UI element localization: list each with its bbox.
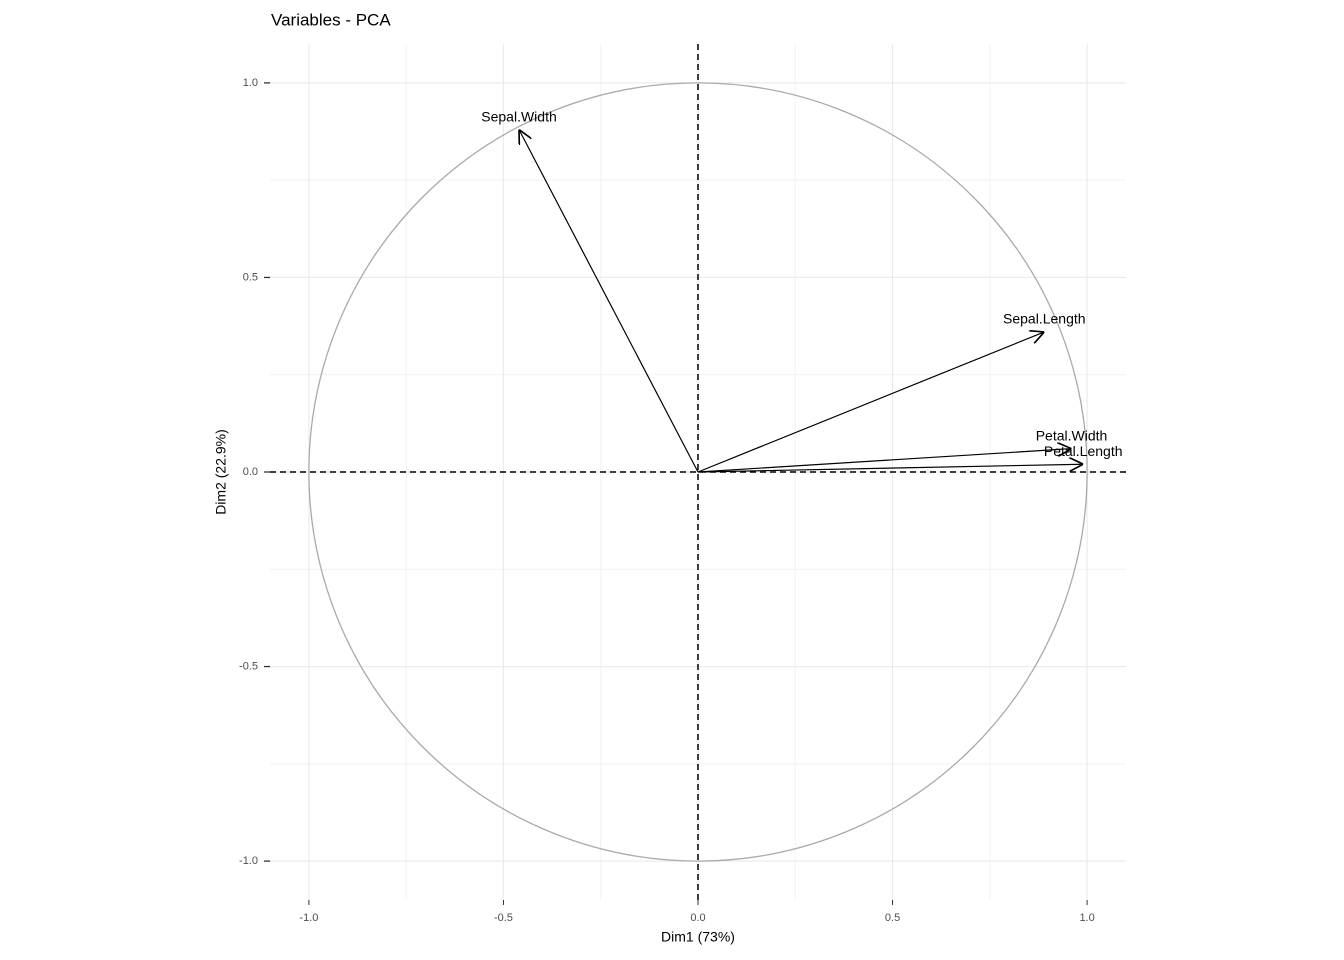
y-tick-label: -0.5 [239, 660, 258, 672]
y-tick-label: -1.0 [239, 855, 258, 867]
y-axis-label: Dim2 (22.9%) [213, 429, 229, 515]
correlation-circle [308, 82, 1088, 862]
x-axis-label: Dim1 (73%) [661, 929, 735, 945]
variable-label: Sepal.Width [481, 108, 556, 124]
x-tick-label: 0.5 [885, 912, 900, 924]
x-tick-label: -1.0 [299, 912, 318, 924]
variable-arrow [519, 130, 699, 473]
y-tick-label: 0.0 [243, 466, 258, 478]
x-tick-label: 1.0 [1079, 912, 1094, 924]
y-tick-label: 1.0 [243, 77, 258, 89]
x-tick-label: -0.5 [494, 912, 513, 924]
variable-arrow [697, 332, 1044, 473]
variable-label: Petal.Width [1036, 427, 1108, 443]
variable-arrow [697, 449, 1072, 473]
x-tick-label: 0.0 [690, 912, 705, 924]
variable-label: Petal.Length [1044, 443, 1123, 459]
y-tick-label: 0.5 [243, 271, 258, 283]
chart-title: Variables - PCA [271, 10, 391, 29]
variable-arrow [697, 464, 1083, 473]
variable-label: Sepal.Length [1003, 311, 1086, 327]
